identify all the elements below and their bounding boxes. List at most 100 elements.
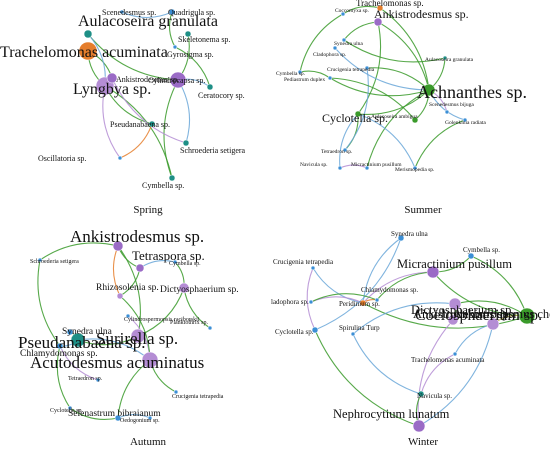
node-achn bbox=[422, 83, 436, 97]
network-edge bbox=[377, 21, 430, 91]
node-label-navic: Navicula sp. bbox=[417, 392, 452, 400]
node-label-ankis: Ankistrodesmus sp. bbox=[374, 7, 469, 21]
node-quad bbox=[168, 8, 176, 16]
node-lado bbox=[308, 299, 314, 305]
node-gyro bbox=[172, 44, 178, 50]
node-layer bbox=[297, 4, 468, 171]
node-label-cyclo: Cyclotella sp. bbox=[275, 328, 314, 336]
network-edge bbox=[104, 85, 173, 179]
node-label-cylin: Cylindrocapsa sp. bbox=[148, 76, 205, 85]
network-edge bbox=[357, 21, 382, 115]
network-edge bbox=[177, 79, 191, 144]
network-edge bbox=[69, 407, 119, 421]
node-cymbe bbox=[172, 259, 178, 265]
node-tetras bbox=[135, 263, 145, 273]
node-scene bbox=[444, 109, 450, 115]
panel-summer: Achnanthes sp. Ankistrodesmus sp. Cyclotel… bbox=[276, 0, 527, 216]
node-label-tetras: Tetraspora sp. bbox=[132, 248, 205, 263]
node-label-acuto: Acutodesmus acuminatus bbox=[30, 353, 204, 372]
node-ankis bbox=[447, 314, 459, 326]
label-layer: Coelosphaerium sp. Micractinium pusillum D… bbox=[271, 230, 550, 421]
node-label-coelo: Coelosphaerium sp. bbox=[415, 307, 542, 324]
network-edge bbox=[339, 164, 368, 169]
network-edge bbox=[420, 353, 456, 395]
node-chodat bbox=[486, 317, 500, 331]
node-label-trach: Trachelomonas acuminata bbox=[411, 356, 485, 364]
node-label-cyclo: Cyclotella sp. bbox=[50, 408, 83, 414]
node-label-cymbe: Cymbella sp. bbox=[463, 246, 500, 254]
node-label-selen: Selenastrum bibraianum bbox=[68, 409, 161, 419]
network-edge bbox=[339, 113, 359, 169]
node-cerat bbox=[206, 83, 214, 91]
node-label-aula: Aulacoseira granulata bbox=[78, 13, 218, 30]
node-crucig bbox=[364, 65, 370, 71]
node-label-syned: Synedra ulna bbox=[62, 327, 113, 337]
edge-layer bbox=[299, 5, 466, 169]
network-edge bbox=[314, 329, 420, 427]
node-label-schro: Schroederia setigera bbox=[30, 259, 79, 265]
node-label-ankis: Ankistrodesmus sp. bbox=[413, 307, 512, 321]
node-micra bbox=[426, 265, 440, 279]
node-label-syned: Synedra ulna bbox=[391, 230, 429, 238]
node-selen bbox=[114, 414, 122, 422]
node-label-micra: Micractinium pusillum bbox=[351, 162, 402, 168]
panel-title-summer: Summer bbox=[404, 204, 442, 216]
label-layer: Ankistrodesmus sp. Pseudanabaena sp.Surir… bbox=[18, 227, 239, 424]
network-edge bbox=[417, 319, 454, 427]
node-dicty bbox=[178, 282, 190, 294]
network-edge bbox=[342, 5, 381, 15]
network-edge bbox=[299, 13, 344, 73]
label-layer: Achnanthes sp. Ankistrodesmus sp. Cyclotel… bbox=[276, 0, 527, 173]
network-edge bbox=[121, 11, 173, 19]
node-pseud bbox=[70, 332, 86, 348]
node-layer bbox=[78, 8, 214, 182]
node-rhizo bbox=[116, 292, 124, 300]
node-clado bbox=[332, 45, 338, 51]
node-label-syned: Synedra ulna bbox=[334, 41, 363, 47]
node-cocco bbox=[340, 11, 346, 17]
node-navic bbox=[417, 390, 425, 398]
node-crucig bbox=[173, 389, 179, 395]
node-tetrae bbox=[342, 147, 348, 153]
node-syned bbox=[341, 37, 347, 43]
node-merism bbox=[412, 165, 418, 171]
node-micra bbox=[364, 165, 370, 171]
node-label-chlam: Chlamydomonas sp. bbox=[20, 349, 98, 359]
node-label-crucig: Crucigenia tetrapedia bbox=[273, 258, 334, 266]
node-label-clado: Cladophora sp. bbox=[313, 52, 347, 58]
node-label-peri: Peridinium sp. bbox=[339, 300, 380, 308]
node-label-pseud: Pseudanabaena sp. bbox=[18, 333, 145, 352]
network-edge bbox=[39, 242, 119, 261]
node-ankis bbox=[373, 17, 383, 27]
node-dicty bbox=[448, 297, 462, 311]
node-label-spiru: Spirulina Turp bbox=[339, 324, 380, 332]
node-chlam bbox=[56, 342, 64, 350]
node-chlam bbox=[374, 297, 380, 303]
node-label-cocco: Coccomyxa sp. bbox=[335, 8, 370, 14]
node-syned bbox=[66, 328, 74, 336]
node-label-skel: Skeletonema sp. bbox=[178, 35, 230, 44]
network-edge bbox=[117, 245, 141, 337]
node-label-pseud: Pseudanabaena sp. bbox=[110, 120, 170, 129]
node-layer bbox=[308, 234, 536, 433]
network-edge bbox=[352, 333, 422, 395]
node-label-cerat: Ceratocory sp. bbox=[198, 91, 245, 100]
network-edge bbox=[379, 7, 430, 91]
node-label-golen: Golenkinia radiata bbox=[445, 120, 486, 126]
node-label-crucig: Crucigenia tetrapedia bbox=[172, 394, 224, 400]
node-label-oedog: Oedogonium sp. bbox=[120, 418, 160, 424]
network-edge bbox=[343, 21, 379, 41]
panel-title-autumn: Autumn bbox=[130, 436, 167, 448]
node-cyclo bbox=[67, 405, 73, 411]
node-layer bbox=[37, 240, 213, 422]
node-skel bbox=[184, 30, 192, 38]
node-cymbe bbox=[467, 252, 475, 260]
node-label-lyng: Lyngbya sp. bbox=[73, 81, 151, 98]
node-aulaa bbox=[411, 116, 419, 124]
node-label-trach: Trachelomonas acuminata bbox=[0, 44, 168, 61]
panel-title-winter: Winter bbox=[408, 436, 438, 448]
node-plank bbox=[207, 325, 213, 331]
edge-layer bbox=[306, 237, 528, 427]
node-label-merism: Merismopedia sp. bbox=[395, 167, 435, 173]
